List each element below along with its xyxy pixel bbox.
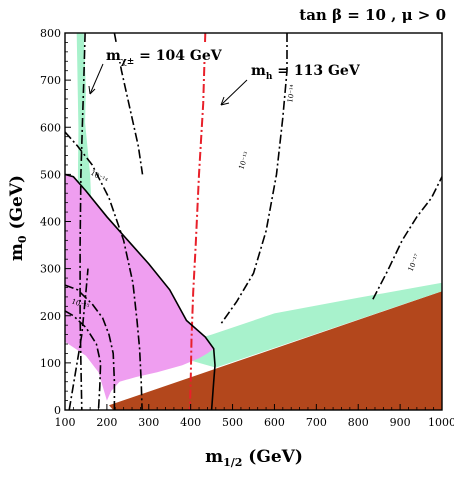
y-axis-label: m0 (GeV) [7, 175, 29, 261]
x-tick-label: 500 [222, 416, 243, 429]
chart-regions [65, 33, 442, 410]
line-contour-inner [65, 310, 102, 410]
y-tick-label: 700 [40, 74, 61, 87]
chargino-label: mχ± = 104 GeV [106, 48, 223, 67]
region-charged-lsp [109, 291, 442, 410]
x-tick-label: 900 [390, 416, 411, 429]
x-tick-label: 200 [96, 416, 117, 429]
x-tick-label: 800 [348, 416, 369, 429]
x-tick-label: 1000 [428, 416, 454, 429]
x-tick-label: 700 [306, 416, 327, 429]
contour-label-b: 10⁻¹⁴ [286, 84, 297, 104]
chargino-arrowhead [88, 85, 96, 95]
annotation-arrows [88, 63, 248, 106]
line-contour-low [68, 268, 89, 410]
contour-label-c: 10⁻¹⁴ [89, 169, 109, 185]
line-higgs-113 [188, 33, 207, 410]
higgs-arrow [220, 79, 248, 106]
y-tick-label: 0 [54, 404, 61, 417]
contour-label-e: 10⁻¹⁷ [407, 253, 422, 273]
y-tick-label: 100 [40, 357, 61, 370]
contour-label-a: 10⁻¹³ [237, 151, 251, 171]
line-contour-1e-17 [372, 176, 442, 300]
chargino-label-backdrop [104, 42, 226, 62]
line-chargino-104 [79, 33, 86, 410]
axis-ticks: 100 200 300 400 500 600 700 800 900 1000010020030… [40, 27, 454, 429]
y-tick-label: 400 [40, 216, 61, 229]
line-contour-1e-14-right [219, 33, 288, 326]
higgs-label: mh = 113 GeV [251, 63, 361, 82]
higgs-arrowhead [220, 96, 230, 106]
x-axis-label: m1/2 (GeV) [205, 447, 303, 469]
chart-contour-lines [65, 33, 442, 410]
y-tick-label: 500 [40, 168, 61, 181]
x-tick-label: 100 [55, 416, 76, 429]
y-tick-label: 200 [40, 310, 61, 323]
region-g-2 [65, 174, 214, 401]
y-tick-label: 800 [40, 27, 61, 40]
x-tick-label: 300 [138, 416, 159, 429]
line-g2-boundary [65, 173, 216, 410]
chart-title: tan β = 10 , μ > 0 [299, 6, 446, 24]
x-tick-label: 600 [264, 416, 285, 429]
x-tick-label: 400 [180, 416, 201, 429]
y-tick-label: 300 [40, 263, 61, 276]
y-tick-label: 600 [40, 121, 61, 134]
chargino-arrow [89, 63, 104, 95]
line-contour-1e-14-left [65, 131, 143, 410]
